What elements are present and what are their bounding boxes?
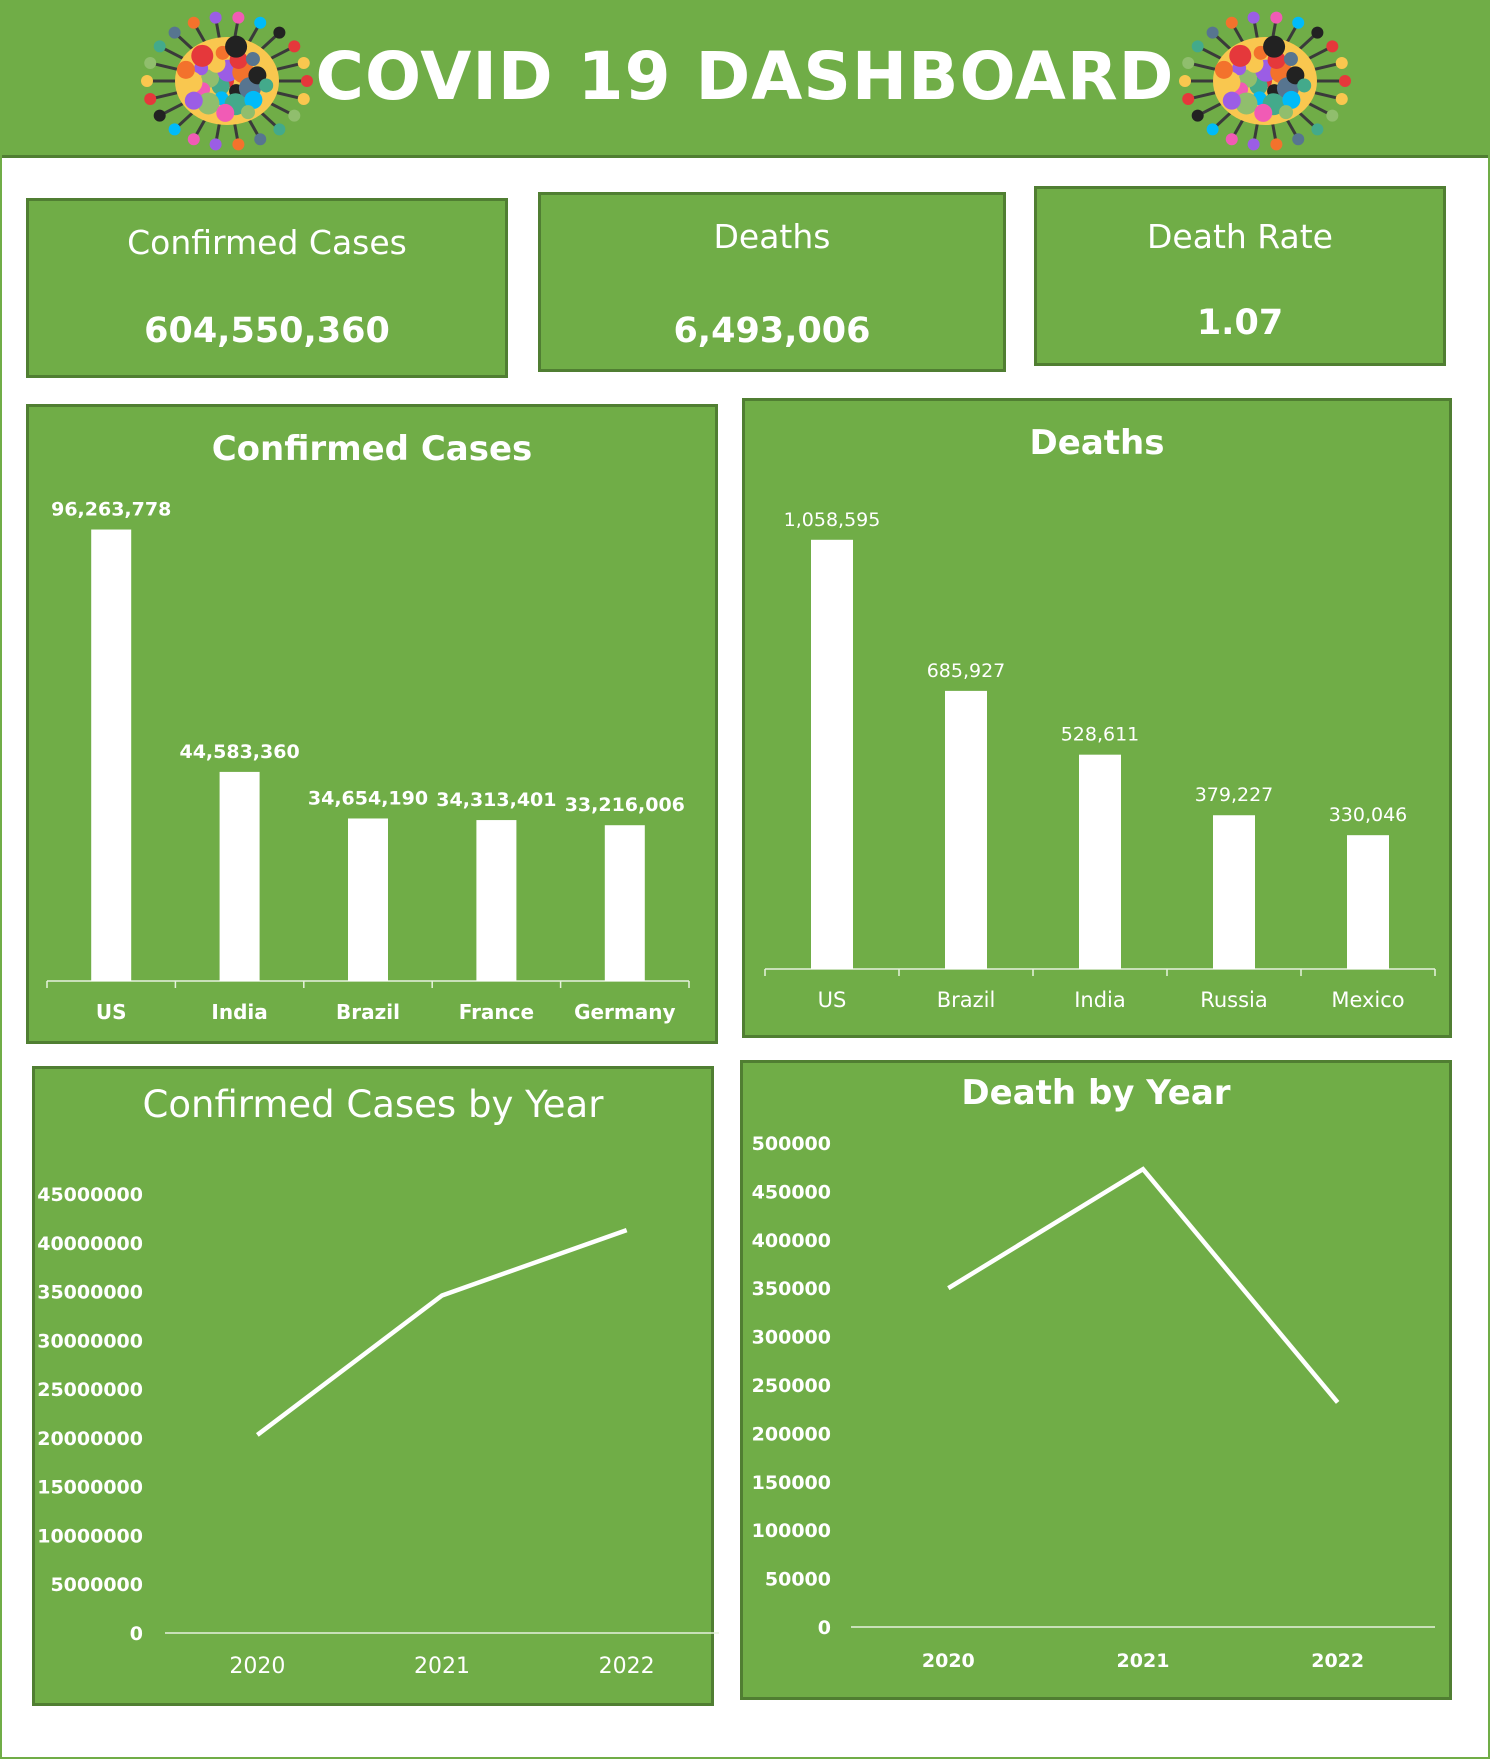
y-tick-label: 30000000: [37, 1330, 143, 1352]
category-label: 2021: [414, 1654, 470, 1679]
data-label: 34,313,401: [436, 789, 556, 811]
chart-confirmed-cases-by-year: Confirmed Cases by Year 0 5000000 10000000…: [32, 1066, 719, 1706]
y-tick-label: 50000: [765, 1569, 831, 1591]
kpi-card-confirmed-cases: Confirmed Cases 604,550,360: [26, 198, 508, 378]
bar: [945, 690, 987, 969]
data-label: 44,583,360: [179, 741, 299, 763]
data-label: 33,216,006: [565, 794, 685, 816]
category-label: Mexico: [1331, 988, 1404, 1012]
y-tick-label: 45000000: [37, 1184, 143, 1206]
dashboard-title: COVID 19 DASHBOARD: [315, 38, 1175, 115]
bar: [604, 825, 645, 981]
bar: [348, 818, 388, 981]
virus-icon: [1179, 11, 1351, 151]
category-label: Germany: [574, 1000, 675, 1024]
chart-confirmed-cases: Confirmed Cases 96,263,778 US 44,583,360 In…: [26, 404, 718, 1044]
y-tick-label: 5000000: [50, 1574, 143, 1596]
bar: [1079, 754, 1121, 969]
bar: [1213, 815, 1255, 969]
category-label: Brazil: [937, 988, 996, 1012]
data-label: 34,654,190: [308, 787, 428, 809]
y-tick-label: 250000: [752, 1375, 831, 1397]
bar: [811, 539, 853, 969]
chart-plot: 0 5000000 10000000 15000000 20000000 25000000…: [37, 1184, 719, 1679]
kpi-label: Deaths: [713, 217, 831, 256]
series-line: [947, 1166, 1340, 1404]
kpi-value: 604,550,360: [144, 311, 390, 351]
y-tick-label: 150000: [752, 1472, 831, 1494]
chart-deaths: Deaths 1,058,595 US 685,927 Brazil 528,611 In…: [742, 398, 1452, 1038]
data-label: 685,927: [927, 660, 1006, 682]
chart-title: Death by Year: [961, 1073, 1231, 1113]
kpi-label: Confirmed Cases: [127, 223, 407, 262]
category-label: Brazil: [336, 1000, 400, 1024]
kpi-card-death-rate: Death Rate 1.07: [1034, 186, 1446, 366]
kpi-label: Death Rate: [1147, 217, 1333, 256]
data-label: 96,263,778: [51, 499, 171, 521]
category-label: 2022: [1311, 1650, 1364, 1672]
category-label: India: [211, 1000, 267, 1024]
y-tick-label: 200000: [752, 1423, 831, 1445]
chart-death-by-year: Death by Year 0 50000 100000 150000 200000 25…: [740, 1060, 1452, 1700]
y-tick-label: 0: [818, 1617, 831, 1639]
chart-title: Confirmed Cases by Year: [142, 1083, 604, 1126]
y-tick-label: 20000000: [37, 1428, 143, 1450]
kpi-card-deaths: Deaths 6,493,006: [538, 192, 1006, 372]
category-label: US: [818, 988, 847, 1012]
category-label: Russia: [1200, 988, 1268, 1012]
y-tick-label: 15000000: [37, 1477, 143, 1499]
y-tick-label: 350000: [752, 1278, 831, 1300]
category-label: 2020: [229, 1654, 285, 1679]
bar: [219, 771, 260, 981]
data-label: 1,058,595: [784, 509, 881, 531]
y-tick-label: 25000000: [37, 1379, 143, 1401]
data-label: 379,227: [1195, 784, 1274, 806]
dashboard-header: COVID 19 DASHBOARD: [0, 0, 1490, 158]
kpi-value: 6,493,006: [673, 311, 871, 351]
y-tick-label: 0: [130, 1623, 143, 1645]
y-tick-label: 400000: [752, 1230, 831, 1252]
y-tick-label: 500000: [752, 1133, 831, 1155]
category-label: India: [1074, 988, 1126, 1012]
data-label: 528,611: [1061, 724, 1140, 746]
bar: [476, 820, 517, 981]
chart-title: Deaths: [1029, 423, 1165, 463]
bar: [91, 529, 132, 981]
category-label: 2022: [599, 1654, 655, 1679]
category-label: US: [96, 1000, 127, 1024]
y-tick-label: 10000000: [37, 1525, 143, 1547]
chart-plot: 0 50000 100000 150000 200000 250000 300000 3500…: [752, 1133, 1435, 1672]
chart-title: Confirmed Cases: [211, 429, 533, 469]
category-label: 2021: [1117, 1650, 1170, 1672]
y-tick-label: 100000: [752, 1520, 831, 1542]
kpi-value: 1.07: [1196, 303, 1284, 343]
chart-plot: 1,058,595 US 685,927 Brazil 528,611 India 379,…: [764, 509, 1436, 1012]
chart-plot: 96,263,778 US 44,583,360 India 34,654,190 Bra…: [46, 499, 690, 1024]
y-tick-label: 35000000: [37, 1282, 143, 1304]
bar: [1347, 835, 1389, 969]
category-label: 2020: [922, 1650, 975, 1672]
y-tick-label: 450000: [752, 1181, 831, 1203]
virus-icon: [141, 11, 313, 151]
data-label: 330,046: [1329, 804, 1408, 826]
series-line: [255, 1227, 628, 1437]
y-tick-label: 300000: [752, 1327, 831, 1349]
y-tick-label: 40000000: [37, 1233, 143, 1255]
category-label: France: [459, 1000, 534, 1024]
